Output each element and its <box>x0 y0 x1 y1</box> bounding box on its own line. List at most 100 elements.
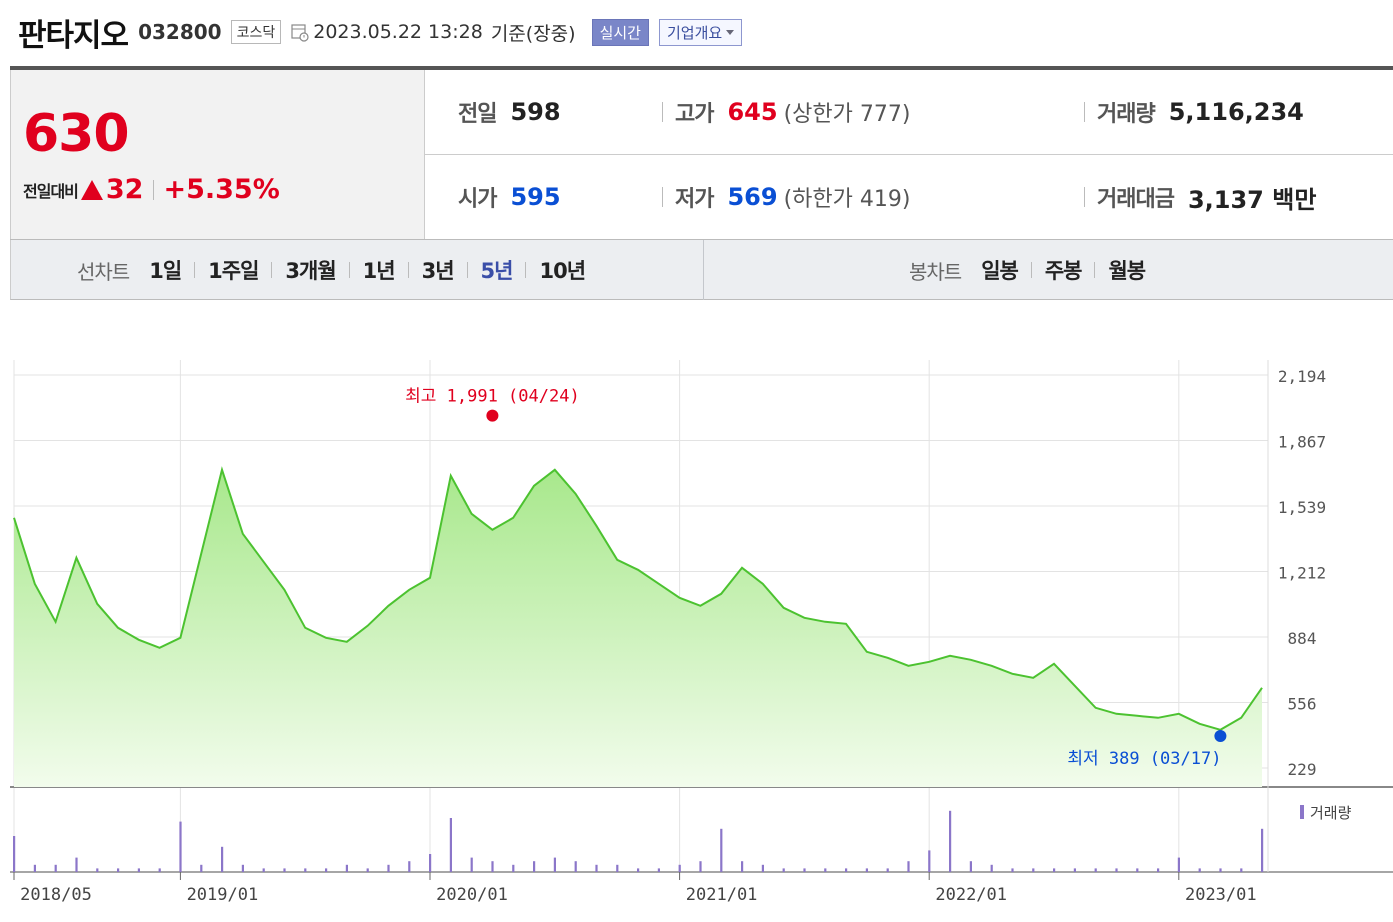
company-name: 판타지오 <box>18 17 129 54</box>
y-axis: 2,194 1,867 1,539 1,212 884 556 229 <box>1278 367 1326 779</box>
volume-bar <box>1136 868 1139 872</box>
price-area <box>14 469 1262 787</box>
current-price-panel: 630 전일대비 32 +5.35% <box>10 70 425 239</box>
volume-bar <box>637 868 640 872</box>
company-overview-label: 기업개요 <box>666 23 723 42</box>
high-annotation: 최고 1,991 (04/24) <box>405 387 580 407</box>
volume-bar <box>1053 868 1056 872</box>
volume-bar <box>241 864 244 872</box>
tab-1year[interactable]: 1년 <box>362 259 396 283</box>
tab-3year[interactable]: 3년 <box>421 259 455 283</box>
volume-bar <box>761 864 764 872</box>
price-line <box>13 466 1263 731</box>
volume-bar <box>720 828 723 872</box>
trade-value: 거래대금 3,137 백만 <box>1084 155 1316 239</box>
tab-weekly-candle[interactable]: 주봉 <box>1044 259 1083 283</box>
divider <box>348 262 350 278</box>
volume-bar <box>886 868 889 872</box>
volume-bar <box>512 864 515 872</box>
volume-bar <box>699 861 702 872</box>
volume-bar <box>75 857 78 872</box>
volume-bar <box>325 868 328 872</box>
prev-close: 전일 598 <box>458 70 561 154</box>
volume-bar <box>345 864 348 872</box>
low-marker <box>1214 730 1227 742</box>
tab-daily-candle[interactable]: 일봉 <box>981 259 1019 283</box>
volume-bar <box>262 868 265 872</box>
volume-bar <box>1157 868 1160 872</box>
volume-bar <box>1177 857 1180 872</box>
up-arrow-icon <box>80 179 103 200</box>
volume-bar <box>824 868 827 872</box>
volume-value: 5,116,234 <box>1168 98 1304 126</box>
quote-basis: 기준(장중) <box>490 22 576 45</box>
volume-bar <box>304 868 307 872</box>
volume-bar <box>1094 868 1097 872</box>
divider <box>1084 187 1085 207</box>
x-tick-label: 2020/01 <box>436 885 508 905</box>
line-chart-label: 선차트 <box>77 259 130 284</box>
stock-header: 판타지오 032800 코스닥 2023.05.22 13:28 기준(장중) … <box>18 12 743 54</box>
tab-3month[interactable]: 3개월 <box>285 259 336 283</box>
volume-bar <box>657 868 660 872</box>
volume-bar <box>366 868 369 872</box>
volume-bar <box>449 818 452 872</box>
market-badge: 코스닥 <box>230 20 282 44</box>
upper-limit: (상한가 777) <box>783 102 911 127</box>
low-annotation: 최저 389 (03/17) <box>1067 749 1221 769</box>
volume-bar <box>616 864 619 872</box>
volume-bar <box>387 864 390 872</box>
y-tick-label: 1,867 <box>1278 433 1326 452</box>
y-tick-label: 1,212 <box>1278 564 1326 583</box>
tab-5year[interactable]: 5년 <box>480 259 514 283</box>
tab-1day[interactable]: 1일 <box>149 259 182 283</box>
volume-bar <box>200 864 203 872</box>
change-percent: +5.35% <box>163 174 280 205</box>
x-axis: 2018/05 2019/01 2020/01 2021/01 2022/01 2023/… <box>13 872 1257 905</box>
open-price: 시가 595 <box>458 155 561 239</box>
volume-bar <box>1240 868 1243 872</box>
company-overview-dropdown[interactable]: 기업개요 <box>658 18 743 46</box>
current-price: 630 <box>23 104 130 164</box>
x-tick-label: 2022/01 <box>935 885 1007 905</box>
volume-bar <box>845 868 848 872</box>
volume-bar <box>865 868 868 872</box>
low-label: 저가 <box>675 187 714 212</box>
tab-monthly-candle[interactable]: 월봉 <box>1108 259 1146 283</box>
volume-bar <box>969 861 972 872</box>
volume-bar <box>117 868 120 872</box>
x-tick-label: 2023/01 <box>1185 885 1257 905</box>
divider <box>271 262 273 278</box>
volume-bar <box>33 864 36 872</box>
price-change: 전일대비 32 +5.35% <box>23 174 280 205</box>
realtime-button[interactable]: 실시간 <box>591 18 649 46</box>
volume-bar <box>408 861 411 872</box>
volume-bar <box>13 836 16 872</box>
divider <box>1094 262 1096 278</box>
volume-bar <box>553 857 556 872</box>
quote-row: 전일 598 고가 645 (상한가 777) 거래량 5,116,234 <box>424 70 1393 155</box>
y-tick-label: 229 <box>1288 760 1317 779</box>
volume-bar <box>470 857 473 872</box>
tab-1week[interactable]: 1주일 <box>208 259 259 283</box>
low-price: 저가 569 (하한가 419) <box>662 155 910 239</box>
chevron-down-icon <box>726 29 735 35</box>
y-tick-label: 2,194 <box>1278 367 1326 386</box>
tab-10year[interactable]: 10년 <box>539 259 586 283</box>
divider <box>662 102 663 122</box>
stock-code: 032800 <box>138 20 222 44</box>
volume-bar <box>1219 868 1222 872</box>
prev-close-label: 전일 <box>458 102 497 127</box>
volume-bar <box>782 868 785 872</box>
change-value: 32 <box>105 174 144 205</box>
high-value: 645 <box>727 98 778 126</box>
volume-bar <box>158 868 161 872</box>
open-label: 시가 <box>458 187 497 212</box>
trade-value-label: 거래대금 <box>1097 187 1175 212</box>
volume-bar <box>1073 868 1076 872</box>
volume: 거래량 5,116,234 <box>1084 70 1304 154</box>
divider <box>662 187 663 207</box>
divider <box>525 262 527 278</box>
volume-bar <box>803 868 806 872</box>
